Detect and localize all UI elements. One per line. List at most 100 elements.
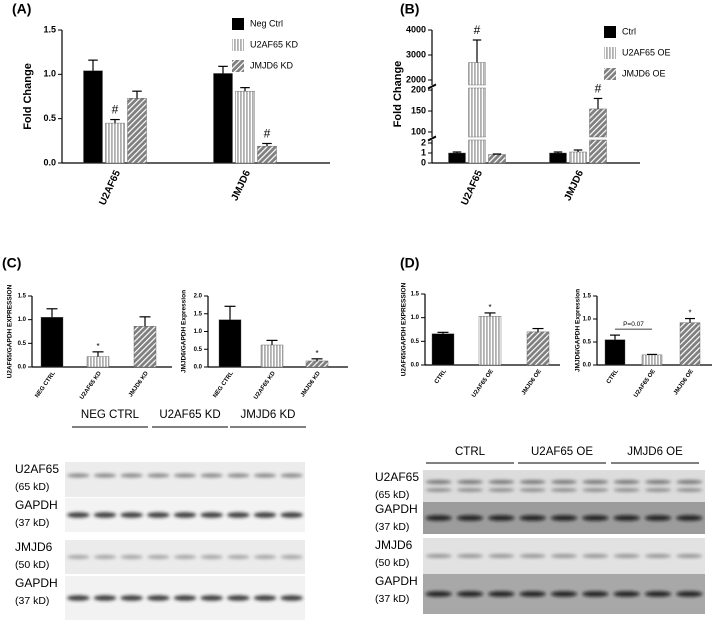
bar	[431, 333, 455, 366]
blot-band	[147, 512, 170, 518]
size-label: (37 kD)	[375, 593, 409, 605]
blot-band	[280, 555, 303, 559]
blot-band	[120, 555, 143, 559]
y-tick-label: 0	[421, 157, 426, 167]
y-tick-label: 1.5	[194, 311, 203, 317]
y-tick-label: 2000	[406, 74, 426, 84]
y-tick-label: 0.5	[194, 347, 203, 353]
bar	[260, 344, 284, 368]
bar	[213, 73, 233, 164]
x-tick-label: U2AF65 KD	[79, 370, 103, 401]
bar	[589, 139, 607, 164]
size-label: (65 kD)	[15, 481, 49, 493]
blot-band	[644, 554, 672, 558]
blot-band	[488, 554, 515, 558]
size-label: (50 kD)	[15, 559, 49, 571]
bar	[468, 62, 486, 86]
significance-mark: *	[96, 342, 99, 351]
blot-band	[120, 512, 143, 518]
blot-band	[488, 488, 515, 492]
legend-swatch	[604, 68, 616, 80]
protein-label: GAPDH	[375, 502, 418, 516]
significance-mark: *	[688, 309, 691, 318]
x-tick-label: U2AF65 KD	[253, 370, 277, 401]
bar	[218, 319, 242, 368]
legend-swatch	[604, 47, 616, 59]
y-tick-label: 1.5	[43, 24, 56, 34]
blot-band	[456, 591, 484, 597]
y-tick-label: 150	[411, 105, 426, 115]
significance-mark: *	[488, 303, 491, 312]
blot-band	[676, 554, 703, 558]
significance-mark: #	[112, 103, 119, 117]
y-tick-label: 2	[421, 137, 426, 147]
blot-band	[519, 591, 546, 597]
blot-band	[582, 554, 609, 558]
panel-label: (A)	[12, 1, 31, 17]
blot-band	[550, 515, 578, 521]
blot-band	[253, 555, 277, 559]
bar	[679, 322, 701, 366]
panel-label: (B)	[400, 1, 419, 17]
bar	[641, 354, 663, 366]
blot-band	[550, 591, 578, 597]
legend-label: JMJD6 OE	[622, 68, 666, 78]
blot-band	[147, 595, 170, 601]
blot-band	[425, 480, 452, 484]
blot-band	[200, 512, 223, 518]
panel-label: (D)	[400, 255, 419, 271]
protein-label: JMJD6	[375, 538, 413, 552]
y-tick-label: 0.5	[18, 341, 27, 347]
protein-label: GAPDH	[15, 498, 58, 512]
blot-band	[676, 480, 703, 484]
bar	[488, 154, 506, 164]
y-tick-label: 0.0	[194, 365, 203, 371]
blot-band	[93, 595, 117, 601]
blot-band	[93, 555, 117, 559]
x-tick-label: U2AF65 OE	[471, 369, 495, 399]
y-tick-label: 100	[411, 126, 426, 136]
legend-label: Neg Ctrl	[250, 18, 283, 28]
y-tick-label: 1.0	[194, 329, 203, 335]
blot-band	[200, 473, 223, 478]
blot-band	[147, 555, 170, 559]
blot-band	[550, 554, 578, 558]
y-tick-label: 0.5	[43, 113, 56, 123]
axis-break	[427, 83, 437, 89]
bar	[604, 339, 626, 366]
bar	[468, 87, 486, 138]
lane-group-label: JMJD6 OE	[627, 446, 683, 458]
blot-band	[67, 512, 90, 518]
lane-group-label: JMJD6 KD	[241, 409, 296, 421]
blot-band	[519, 488, 546, 492]
y-tick-label: 1.5	[583, 294, 592, 300]
y-tick-label: 4000	[406, 24, 426, 34]
blot-band	[227, 512, 250, 518]
y-axis-label: JMJD6/GAPDH Expression	[181, 290, 188, 373]
y-tick-label: 1.5	[411, 292, 420, 298]
lane-group-label: NEG CTRL	[81, 409, 140, 421]
significance-mark: *	[315, 349, 318, 358]
blot-band	[425, 488, 452, 492]
x-tick-label: JMJD6 OE	[521, 369, 543, 397]
y-tick-label: 2.0	[194, 294, 203, 300]
y-axis-label: U2AF65/GAPDH EXPRESSION	[401, 282, 408, 376]
protein-label: JMJD6	[15, 540, 53, 554]
protein-label: U2AF65	[375, 470, 419, 484]
y-tick-label: 0.0	[411, 363, 420, 369]
y-tick-label: 200	[411, 84, 426, 94]
size-label: (37 kD)	[15, 595, 49, 607]
blot-band	[200, 595, 223, 601]
axis-break	[427, 84, 437, 90]
lane-group-label: U2AF65 OE	[531, 446, 593, 458]
x-tick-label: JMJD6 KD	[300, 370, 322, 398]
blot-band	[519, 554, 546, 558]
bar	[257, 145, 277, 164]
lane-group-label: CTRL	[455, 446, 486, 458]
blot-band	[280, 473, 303, 478]
blot-band	[253, 473, 277, 478]
protein-label: U2AF65	[15, 462, 59, 476]
bar	[569, 151, 587, 164]
bar	[549, 152, 567, 164]
